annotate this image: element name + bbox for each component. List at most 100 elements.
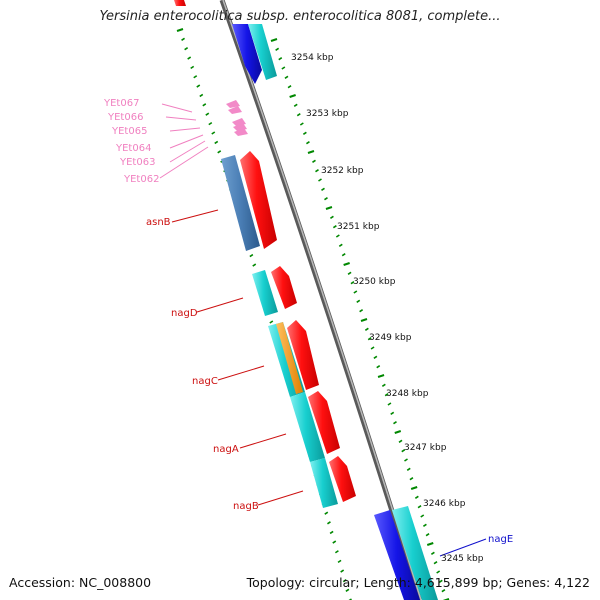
gene-feature-asnB: [240, 151, 277, 249]
tick-mark: [176, 28, 184, 32]
tick-mark: [334, 550, 339, 554]
tick-mark: [324, 511, 329, 515]
gene-feature-nagE: [374, 510, 420, 600]
gene-label-YEt063: YEt063: [119, 157, 155, 168]
tick-mark: [190, 65, 195, 70]
gene-feature-nagB-reverse: [310, 458, 338, 508]
tick-mark: [335, 234, 340, 238]
label-leaders: [159, 103, 487, 557]
tick-mark: [438, 579, 443, 583]
tick-mark: [289, 94, 296, 98]
tick-mark: [390, 411, 395, 415]
tick-mark: [199, 93, 204, 98]
tick-mark: [181, 37, 186, 42]
trna-arrow: [226, 100, 240, 108]
gene-feature-top-cyan: [248, 24, 277, 80]
tick-mark: [341, 253, 346, 257]
tick-mark: [360, 318, 368, 322]
tick-mark: [376, 365, 381, 369]
tick-mark: [284, 75, 289, 79]
tick-mark: [329, 530, 334, 535]
tick-mark: [410, 486, 418, 490]
tick-mark: [318, 178, 322, 182]
tick-mark: [327, 521, 331, 525]
tick-mark: [345, 588, 350, 593]
tick-mark: [422, 523, 427, 527]
tick-mark: [338, 243, 343, 247]
tick-mark: [324, 197, 328, 201]
tick-mark: [340, 569, 345, 573]
gene-label-nagC: nagC: [192, 376, 218, 387]
tick-mark: [249, 253, 254, 258]
tick-mark: [187, 56, 192, 60]
scale-label: 3253 kbp: [306, 109, 349, 119]
tick-mark: [417, 505, 422, 509]
tick-mark: [414, 495, 419, 499]
trna-cluster: [226, 100, 248, 136]
tick-mark: [329, 215, 334, 219]
tick-mark: [381, 383, 386, 387]
gene-feature-nagA-reverse: [290, 392, 325, 462]
tick-mark: [299, 122, 304, 126]
scale-label: 3248 kbp: [386, 389, 429, 399]
gene-feature-asnB-rna: [221, 155, 260, 251]
tick-mark: [377, 374, 385, 378]
tick-mark: [332, 540, 337, 544]
tick-mark: [342, 579, 347, 583]
trna-labels: YEt067 YEt066 YEt065 YEt064 YEt063 YEt06…: [103, 98, 159, 185]
tick-mark: [387, 402, 392, 406]
tick-mark: [270, 38, 278, 42]
tick-mark: [343, 262, 350, 266]
scale-label: 3251 kbp: [337, 222, 380, 232]
tick-mark: [420, 514, 425, 518]
gene-label-asnB: asnB: [146, 217, 171, 228]
topology-text: Topology: circular; Length: 4,615,899 bp…: [246, 575, 590, 590]
tick-mark: [312, 159, 316, 163]
gene-label-YEt066: YEt066: [107, 112, 143, 123]
tick-mark: [394, 430, 402, 434]
tick-mark: [287, 85, 292, 89]
tick-mark: [348, 598, 352, 600]
gene-feature-nagA: [308, 391, 340, 454]
scale-labels: 3254 kbp 3253 kbp 3252 kbp 3251 kbp 3250…: [291, 53, 484, 564]
gene-label-YEt064: YEt064: [115, 143, 151, 154]
scale-label: 3245 kbp: [441, 554, 484, 564]
gene-feature-nagB: [329, 456, 356, 502]
tick-mark: [217, 150, 222, 154]
tick-mark: [398, 439, 403, 443]
cds-labels: asnB nagD nagC nagA nagB: [146, 217, 259, 512]
tick-mark: [370, 346, 375, 350]
gene-label-YEt067: YEt067: [103, 98, 139, 109]
tick-mark: [214, 140, 219, 145]
tick-mark: [373, 355, 378, 359]
tick-mark: [353, 290, 358, 294]
trna-arrow: [228, 106, 242, 114]
map-title: Yersinia enterocolitica subsp. enterocol…: [99, 9, 501, 24]
tick-mark: [433, 561, 438, 565]
trna-arrow: [234, 128, 248, 136]
tick-mark: [184, 47, 189, 51]
tick-mark: [426, 542, 434, 546]
scale-label: 3254 kbp: [291, 53, 334, 63]
tick-mark: [208, 121, 213, 126]
tick-mark: [406, 467, 411, 471]
scale-label: 3252 kbp: [321, 166, 364, 176]
tick-mark: [393, 421, 397, 425]
tick-mark: [401, 449, 406, 453]
tick-mark: [278, 57, 283, 61]
gene-label-nagB: nagB: [233, 501, 259, 512]
tick-mark: [425, 533, 430, 537]
gene-label-nagE: nagE: [488, 534, 513, 545]
tick-mark: [384, 393, 389, 397]
tick-mark: [332, 225, 337, 229]
blue-labels: nagE: [488, 534, 513, 545]
tick-mark: [252, 263, 257, 267]
tick-mark: [269, 320, 274, 324]
tick-mark: [430, 551, 435, 555]
tick-mark: [325, 206, 333, 210]
tick-mark: [275, 47, 280, 51]
gene-label-nagD: nagD: [171, 308, 198, 319]
tick-mark: [321, 187, 325, 191]
tick-mark: [404, 458, 408, 462]
gene-label-YEt065: YEt065: [111, 126, 147, 137]
